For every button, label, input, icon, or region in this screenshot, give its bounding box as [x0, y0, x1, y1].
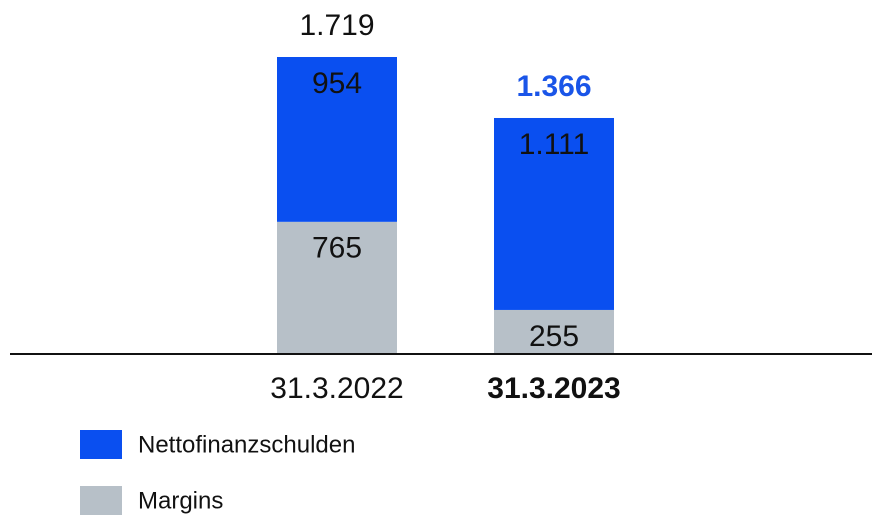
x-tick-label: 31.3.2023	[487, 372, 620, 405]
legend-swatch	[80, 430, 122, 459]
bar-segment	[277, 57, 397, 222]
legend-swatch	[80, 486, 122, 515]
x-tick-label: 31.3.2022	[270, 372, 403, 405]
data-label: 1.111	[519, 128, 590, 161]
total-label: 1.719	[299, 9, 374, 42]
data-label: 255	[529, 320, 579, 353]
legend-text: Margins	[138, 487, 223, 514]
data-label: 954	[312, 67, 362, 100]
data-label: 765	[312, 232, 362, 265]
bar-segment	[277, 221, 397, 354]
legend-text: Nettofinanzschulden	[138, 431, 355, 458]
total-label: 1.366	[516, 70, 591, 103]
bar-segment	[494, 117, 614, 310]
bar-segment	[494, 309, 614, 354]
